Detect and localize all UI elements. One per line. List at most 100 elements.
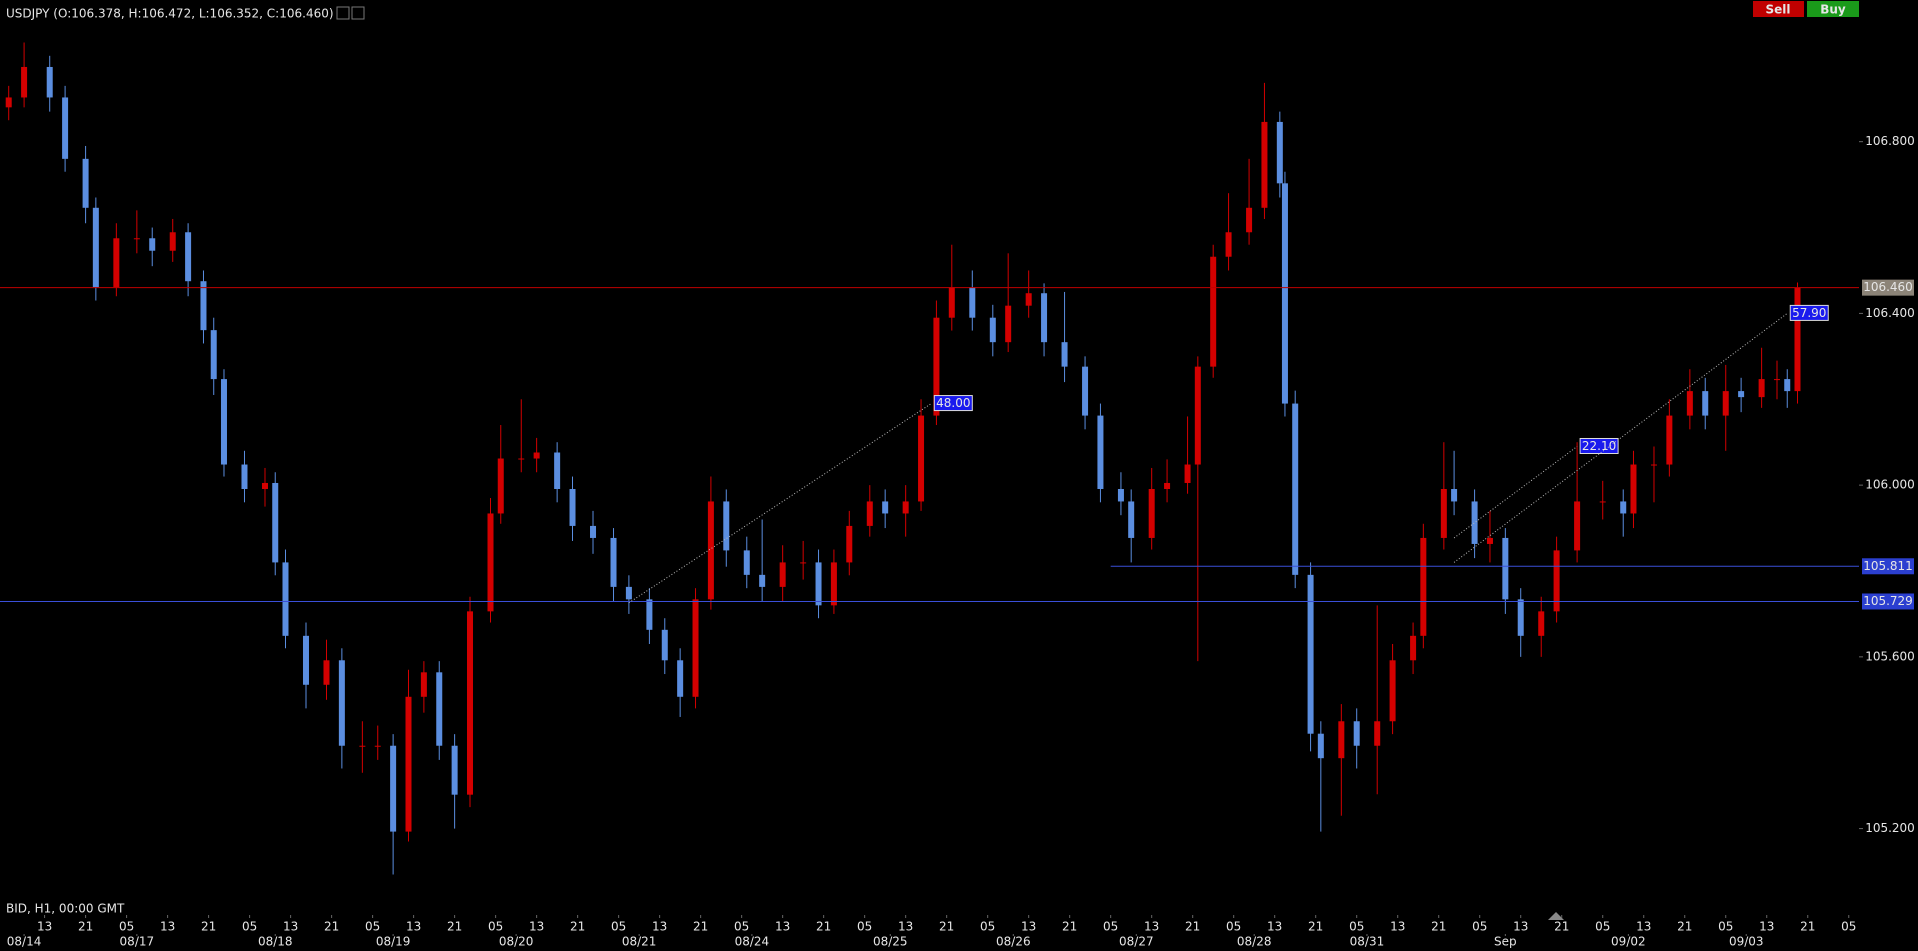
candle-body [1246,207,1253,233]
date-tick-label: 08/17 [120,935,155,949]
x-tick-label: 21 [1185,920,1200,934]
x-tick-label: 05 [1103,920,1118,934]
candle-body [625,586,632,600]
y-tick-label: 106.400 [1865,306,1915,320]
icon[interactable] [351,6,365,20]
date-tick-label: 09/02 [1611,935,1646,949]
candle-body [374,745,381,747]
candle-body [815,562,822,606]
date-tick-label: 08/26 [996,935,1031,949]
x-tick-label: 21 [201,920,216,934]
date-tick-label: 08/28 [1237,935,1272,949]
candle-body [5,97,12,108]
candle-body [1374,721,1381,746]
x-tick-label: 05 [611,920,626,934]
trend-label-box [1579,437,1619,454]
x-tick-label: 05 [734,920,749,934]
candle-body [1686,391,1693,416]
candle-body [1794,287,1801,392]
y-tick-label: 105.200 [1865,821,1915,835]
x-tick-label: 05 [857,920,872,934]
level-label-box [1862,279,1914,296]
y-tick-label: 106.800 [1865,134,1915,148]
candle-body [1025,293,1032,306]
candle-body [969,287,976,318]
candle-body [779,562,786,587]
candle-body [590,525,597,538]
x-tick-label: 21 [447,920,462,934]
candle-body [323,660,330,685]
candle-body [1005,305,1012,343]
icon[interactable] [336,6,350,20]
candle-body [1164,482,1171,489]
x-tick-label: 13 [775,920,790,934]
sell-button[interactable] [1753,1,1804,17]
x-tick-label: 13 [898,920,913,934]
candle-body [707,501,714,600]
candle-body [692,599,699,697]
candle-body [1773,379,1780,381]
candle-body [1184,464,1191,483]
candle-body [1666,415,1673,465]
candle-body [569,488,576,526]
x-tick-label: 13 [1267,920,1282,934]
candle-body [1420,537,1427,636]
x-tick-label: 21 [1554,920,1569,934]
candle-body [610,537,617,587]
candle-body [282,562,289,636]
candle-body [1389,660,1396,722]
x-tick-label: 13 [1513,920,1528,934]
candle-body [405,696,412,832]
x-tick-label: 21 [1308,920,1323,934]
candle-body [1097,415,1104,489]
candle-body [21,66,28,98]
candle-body [948,287,955,318]
x-tick-label: 21 [816,920,831,934]
candle-body [743,550,750,575]
candle-body [1281,183,1288,404]
candle-body [1225,232,1232,257]
x-tick-label: 05 [1718,920,1733,934]
trend-label: 22.10 [1582,439,1616,453]
y-tick-label: 105.600 [1865,649,1915,663]
candle-body [1471,501,1478,544]
candle-body [1702,391,1709,416]
candle-body [359,745,366,747]
x-tick-label: 13 [37,920,52,934]
candle-body [302,635,309,685]
candle-body [1538,611,1545,636]
date-tick-label: 08/25 [873,935,908,949]
date-tick-label: 09/03 [1729,935,1764,949]
candle-body [1148,488,1155,538]
sell-button-label[interactable]: Sell [1765,3,1790,17]
candle-body [1440,488,1447,538]
x-tick-label: 13 [1021,920,1036,934]
candle-body [46,66,53,98]
candle-body [1502,537,1509,600]
candle-body [169,232,176,251]
date-tick-label: 08/24 [735,935,770,949]
candle-body [661,629,668,661]
level-label: 105.811 [1863,559,1913,573]
scroll-marker[interactable] [1548,912,1564,920]
candle-body [1630,464,1637,514]
trend-label-box [933,395,973,412]
candle-body [210,330,217,380]
candle-body [989,317,996,343]
x-tick-label: 13 [1636,920,1651,934]
x-tick-label: 05 [119,920,134,934]
x-tick-label: 05 [1841,920,1856,934]
buy-button-label[interactable]: Buy [1820,3,1846,17]
x-tick-label: 21 [1062,920,1077,934]
date-tick-label: 08/27 [1119,935,1154,949]
x-tick-label: 13 [406,920,421,934]
candle-body [220,379,227,465]
x-tick-label: 21 [1677,920,1692,934]
date-tick-label: 08/14 [7,935,42,949]
x-tick-label: 13 [1390,920,1405,934]
candle-body [1128,501,1135,538]
buy-button[interactable] [1807,1,1859,17]
x-tick-label: 13 [283,920,298,934]
candle-body [1353,721,1360,746]
candle-body [933,317,940,416]
